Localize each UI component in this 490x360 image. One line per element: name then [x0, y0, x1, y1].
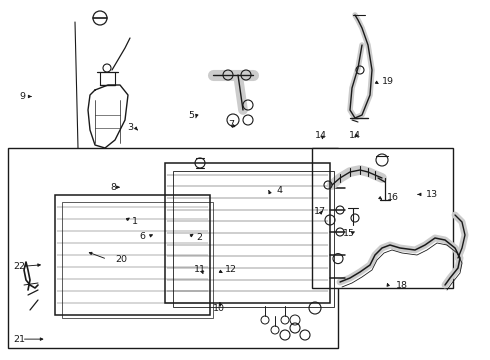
Text: 16: 16 — [387, 193, 399, 202]
Bar — [62, 202, 213, 318]
Bar — [8, 148, 338, 348]
Text: 11: 11 — [194, 266, 205, 274]
Bar — [55, 195, 210, 315]
Text: 14: 14 — [315, 130, 326, 139]
Bar — [312, 148, 453, 288]
Text: 19: 19 — [382, 77, 394, 85]
Bar — [165, 163, 330, 303]
Text: 2: 2 — [196, 233, 202, 242]
Text: 22: 22 — [14, 262, 25, 271]
Bar — [173, 171, 334, 307]
Text: 6: 6 — [140, 233, 146, 242]
Text: 20: 20 — [115, 255, 127, 264]
Text: 1: 1 — [132, 217, 138, 226]
Text: 15: 15 — [343, 229, 355, 238]
Text: 17: 17 — [314, 207, 325, 216]
Text: 10: 10 — [213, 304, 225, 313]
Text: 5: 5 — [189, 111, 195, 120]
Text: 9: 9 — [20, 92, 25, 101]
Text: 13: 13 — [426, 190, 439, 199]
Text: 14: 14 — [349, 130, 361, 139]
Text: 7: 7 — [228, 120, 234, 129]
Text: 8: 8 — [110, 183, 116, 192]
Text: 21: 21 — [14, 335, 25, 343]
Text: 12: 12 — [225, 266, 237, 274]
Text: 4: 4 — [277, 186, 283, 195]
Text: 18: 18 — [396, 281, 408, 289]
Text: 3: 3 — [127, 123, 133, 132]
